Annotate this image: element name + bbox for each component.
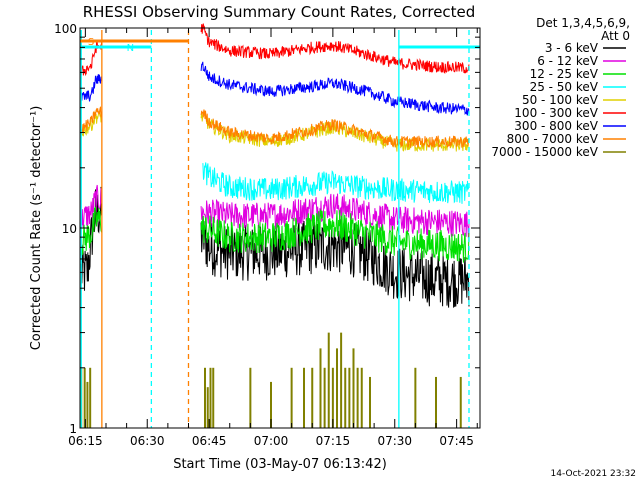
y-axis-label: Corrected Count Rate (s⁻¹ detector⁻¹) <box>29 106 44 351</box>
x-axis-label: Start Time (03-May-07 06:13:42) <box>173 457 387 472</box>
legend-label-800-7000-kev: 800 - 7000 keV <box>507 132 599 146</box>
x-tick-label: 07:45 <box>439 434 474 448</box>
x-tick-label: 06:30 <box>130 434 165 448</box>
legend-header-line2: Att 0 <box>601 29 630 43</box>
legend-label-6-12-kev: 6 - 12 keV <box>537 54 599 68</box>
series-line-12-25-kev <box>80 206 470 263</box>
legend-label-25-50-kev: 25 - 50 keV <box>530 80 599 94</box>
series-line-6-12-kev <box>81 184 470 238</box>
series-line-300-800-kev <box>80 61 470 116</box>
legend-label-100-300-kev: 100 - 300 keV <box>514 106 598 120</box>
axis-layer: 1 10 100 06:15 06:30 06:45 07:00 07:15 07:30 07:4… <box>54 22 481 448</box>
x-tick-label: 07:30 <box>377 434 412 448</box>
annotation-label-n: N <box>127 43 134 54</box>
legend-label-3-6-kev: 3 - 6 keV <box>545 41 599 55</box>
legend-label-300-800-kev: 300 - 800 keV <box>514 119 598 133</box>
series-line-800-7000-kev <box>80 106 470 148</box>
marker-layer: SN <box>80 30 480 428</box>
annotation-label-s: S <box>88 37 94 48</box>
y-tick-label: 100 <box>54 22 77 36</box>
y-tick-label: 1 <box>69 422 77 436</box>
chart-title: RHESSI Observing Summary Count Rates, Co… <box>83 3 476 21</box>
y-tick-label: 10 <box>62 222 77 236</box>
series-line-25-50-kev <box>202 162 470 204</box>
data-layer <box>80 23 470 428</box>
x-tick-label: 07:15 <box>316 434 351 448</box>
x-tick-label: 07:00 <box>254 434 289 448</box>
legend-label-7000-15000-kev: 7000 - 15000 keV <box>491 145 598 159</box>
x-tick-label: 06:45 <box>192 434 227 448</box>
legend-label-12-25-kev: 12 - 25 keV <box>530 67 599 81</box>
legend-header-line1: Det 1,3,4,5,6,9, <box>536 16 630 30</box>
render-timestamp: 14-Oct-2021 23:32 <box>551 469 636 479</box>
x-tick-label: 06:15 <box>68 434 103 448</box>
legend-label-50-100-kev: 50 - 100 keV <box>522 93 599 107</box>
series-line-3-6-kev <box>80 186 470 308</box>
